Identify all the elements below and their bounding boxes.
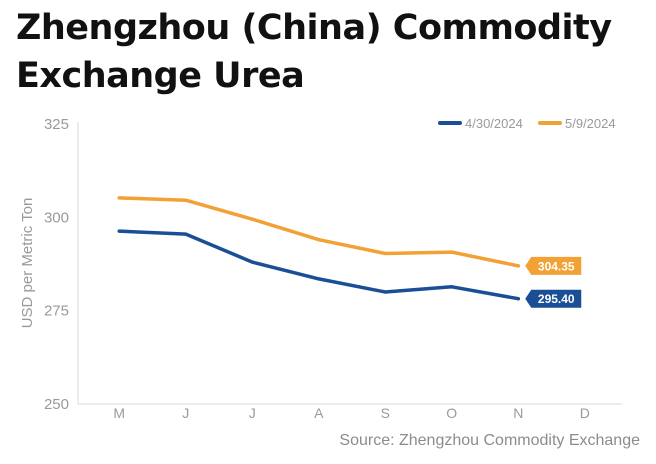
data-point: [317, 277, 321, 281]
data-point: [450, 250, 454, 254]
y-tick-label: 325: [44, 116, 69, 133]
legend: 4/30/2024 5/9/2024: [438, 116, 616, 131]
y-tick-labels: 250 275 300 325: [44, 116, 69, 413]
end-label-value: 304.35: [538, 259, 575, 273]
x-tick-label: A: [314, 405, 324, 421]
y-tick-label: 300: [44, 209, 69, 226]
legend-label: 5/9/2024: [565, 116, 616, 131]
end-label-value: 295.40: [538, 292, 575, 306]
x-tick-label: O: [446, 405, 457, 421]
data-point: [250, 217, 254, 221]
data-point: [516, 264, 520, 268]
legend-label: 4/30/2024: [465, 116, 523, 131]
data-point: [184, 232, 188, 236]
source-note: Source: Zhengzhou Commodity Exchange: [339, 432, 640, 449]
series-lines: [117, 196, 521, 301]
end-label-tag: [525, 289, 582, 308]
data-point: [184, 198, 188, 202]
x-tick-label: D: [580, 405, 590, 421]
chart-title: Zhengzhou (China) Commodity Exchange Ure…: [16, 8, 612, 96]
x-tick-label: S: [381, 405, 390, 421]
y-axis-title: USD per Metric Ton: [19, 198, 36, 329]
x-tick-label: J: [249, 405, 256, 421]
data-point: [450, 285, 454, 289]
series-line-1: [117, 196, 521, 268]
data-point: [117, 229, 121, 233]
data-point: [383, 290, 387, 294]
end-value-labels: 304.35 295.40: [525, 256, 582, 308]
data-point: [317, 238, 321, 242]
x-tick-label: J: [182, 405, 189, 421]
data-point: [516, 297, 520, 301]
y-tick-label: 275: [44, 303, 69, 320]
data-point: [117, 196, 121, 200]
end-label-tag: [525, 256, 582, 275]
y-tick-label: 250: [44, 396, 69, 413]
x-tick-label: N: [513, 405, 523, 421]
data-point: [383, 251, 387, 256]
data-point: [250, 260, 254, 264]
x-tick-label: M: [113, 405, 125, 421]
